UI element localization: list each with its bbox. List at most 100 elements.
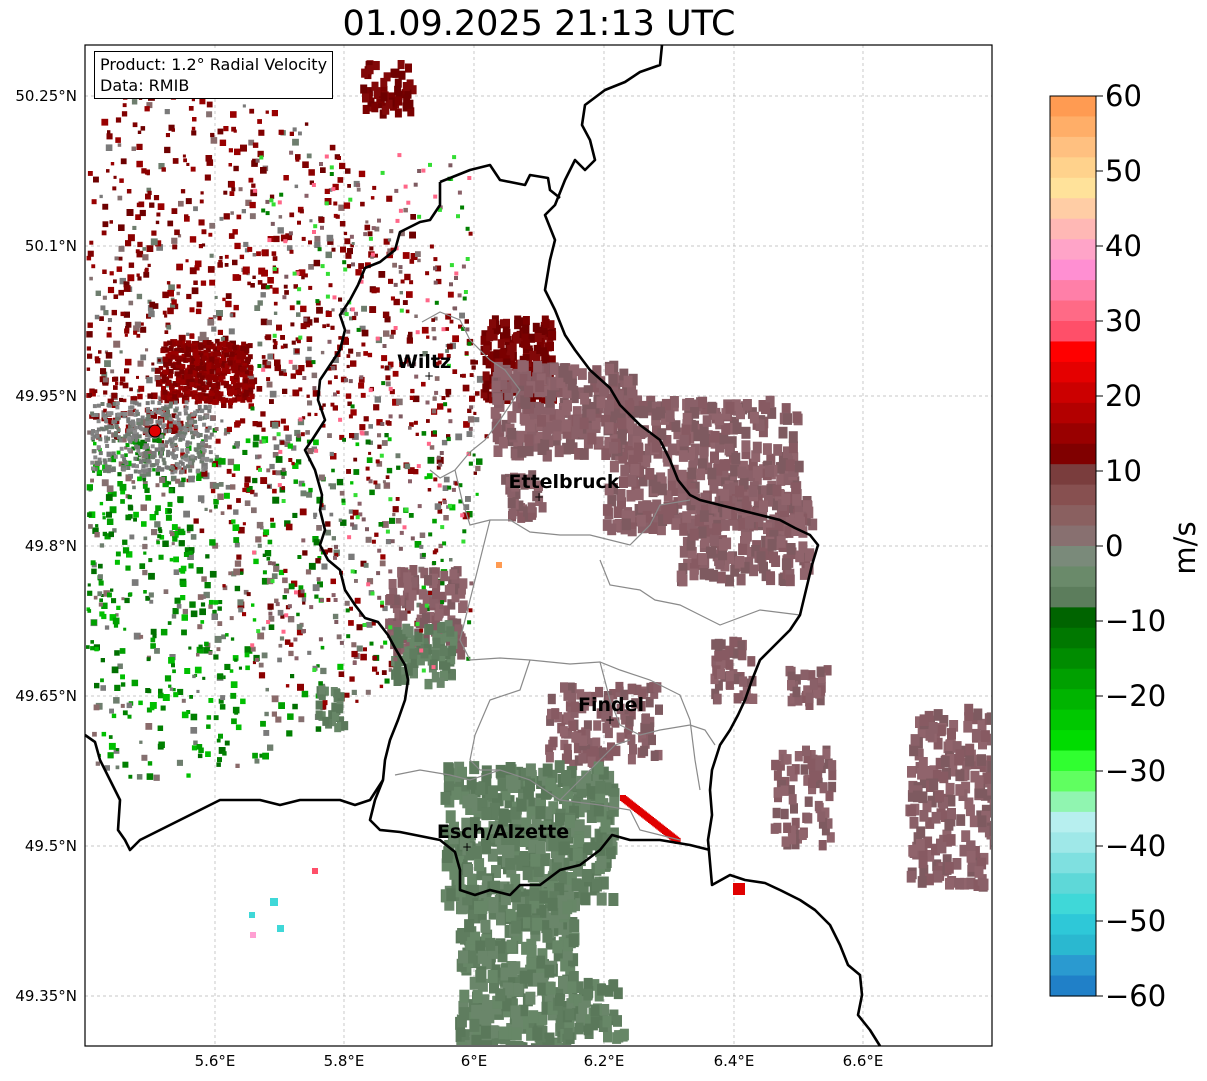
radar-echo-pixel <box>305 360 313 368</box>
map-title: 01.09.2025 21:13 UTC <box>342 4 736 44</box>
radar-echo-pixel <box>268 624 275 630</box>
radar-echo-pixel <box>703 524 713 537</box>
radar-echo-pixel <box>791 817 800 829</box>
radar-echo-pixel <box>621 510 631 522</box>
radar-echo-pixel <box>198 747 204 753</box>
radar-echo-pixel <box>198 395 204 400</box>
radar-echo-pixel <box>700 492 710 505</box>
radar-echo-pixel <box>256 421 263 428</box>
radar-echo-pixel <box>140 322 144 326</box>
radar-echo-pixel <box>569 385 579 398</box>
radar-echo-pixel <box>196 385 202 391</box>
radar-echo-pixel <box>301 275 305 280</box>
radar-echo-pixel <box>554 812 565 826</box>
radar-echo-pixel <box>160 705 166 711</box>
radar-echo-pixel <box>165 404 170 409</box>
radar-echo-pixel <box>525 763 536 777</box>
radar-echo-pixel <box>623 375 633 388</box>
radar-echo-pixel <box>445 394 450 398</box>
radar-echo-pixel <box>465 496 471 502</box>
radar-echo-pixel <box>230 681 238 688</box>
radar-echo-pixel <box>563 743 572 755</box>
radar-echo-pixel <box>749 693 758 704</box>
radar-echo-pixel <box>150 706 155 711</box>
radar-echo-pixel <box>409 577 418 588</box>
radar-echo-pixel <box>792 674 801 685</box>
radar-echo-pixel <box>128 774 133 779</box>
radar-echo-pixel <box>474 858 485 872</box>
radar-echo-pixel <box>800 552 810 565</box>
radar-echo-pixel <box>234 658 238 662</box>
radar-echo-pixel <box>91 466 95 471</box>
radar-echo-pixel <box>151 362 155 366</box>
radar-echo-pixel <box>162 480 169 488</box>
radar-echo-pixel <box>457 766 467 780</box>
radar-echo-pixel <box>568 427 578 440</box>
radar-echo-pixel <box>185 198 192 205</box>
radar-echo-pixel <box>119 350 123 354</box>
radar-echo-pixel <box>520 896 531 910</box>
radar-echo-pixel <box>596 830 607 844</box>
radar-echo-pixel <box>751 450 761 462</box>
radar-echo-pixel <box>724 443 734 456</box>
radar-echo-pixel <box>268 285 273 289</box>
radar-echo-pixel <box>209 432 214 437</box>
radar-echo-pixel <box>133 330 138 335</box>
radar-echo-pixel <box>510 806 521 820</box>
radar-echo-pixel <box>272 339 277 343</box>
radar-echo-pixel <box>318 474 325 481</box>
radar-echo-pixel <box>299 209 304 214</box>
radar-echo-pixel <box>395 453 401 459</box>
radar-echo-pixel <box>529 350 537 360</box>
radar-echo-pixel <box>520 479 529 490</box>
radar-echo-pixel <box>441 396 446 400</box>
radar-echo-pixel <box>122 459 127 464</box>
radar-echo-pixel <box>123 627 127 631</box>
radar-echo-pixel <box>162 694 170 701</box>
radar-echo-pixel <box>449 558 453 562</box>
radar-echo-pixel <box>605 399 614 412</box>
radar-echo-pixel <box>126 419 131 424</box>
radar-echo-pixel <box>298 131 302 136</box>
radar-echo-pixel <box>426 419 430 423</box>
radar-echo-pixel <box>118 224 125 231</box>
radar-echo-pixel <box>206 362 212 368</box>
radar-echo-pixel <box>201 243 206 247</box>
radar-echo-pixel <box>376 461 383 467</box>
radar-echo-pixel <box>296 312 301 317</box>
radar-echo-pixel <box>180 565 187 572</box>
radar-echo-pixel <box>406 600 415 611</box>
radar-echo-pixel <box>446 434 451 439</box>
radar-echo-pixel <box>725 670 734 682</box>
radar-echo-pixel <box>205 343 211 349</box>
radar-echo-pixel <box>126 432 131 437</box>
radar-echo-pixel <box>778 526 788 539</box>
radar-echo-pixel <box>244 646 252 654</box>
radar-echo-pixel <box>730 464 740 477</box>
radar-echo-pixel <box>313 539 320 546</box>
radar-echo-pixel <box>422 351 428 357</box>
radar-echo-pixel <box>583 720 592 731</box>
radar-echo-pixel <box>596 855 607 869</box>
radar-echo-pixel <box>150 637 156 643</box>
radar-echo-pixel <box>631 698 640 709</box>
radar-echo-pixel <box>355 699 359 703</box>
radar-echo-pixel <box>307 400 313 406</box>
radar-echo-pixel <box>533 344 541 354</box>
radar-echo-pixel <box>197 342 203 348</box>
radar-echo-pixel <box>199 449 204 454</box>
radar-echo-pixel <box>218 391 224 397</box>
radar-echo-pixel <box>432 588 440 599</box>
radar-echo-pixel <box>332 613 339 620</box>
radar-echo-pixel <box>553 948 564 962</box>
radar-echo-pixel <box>327 547 333 553</box>
radar-echo-pixel <box>86 255 92 261</box>
radar-echo-pixel <box>569 858 580 871</box>
radar-echo-pixel <box>828 781 837 793</box>
radar-echo-pixel <box>410 253 418 260</box>
radar-echo-pixel <box>121 111 128 117</box>
radar-echo-pixel <box>214 395 220 401</box>
radar-echo-pixel <box>748 458 758 471</box>
radar-echo-pixel <box>445 327 449 331</box>
radar-echo-pixel <box>430 573 438 585</box>
